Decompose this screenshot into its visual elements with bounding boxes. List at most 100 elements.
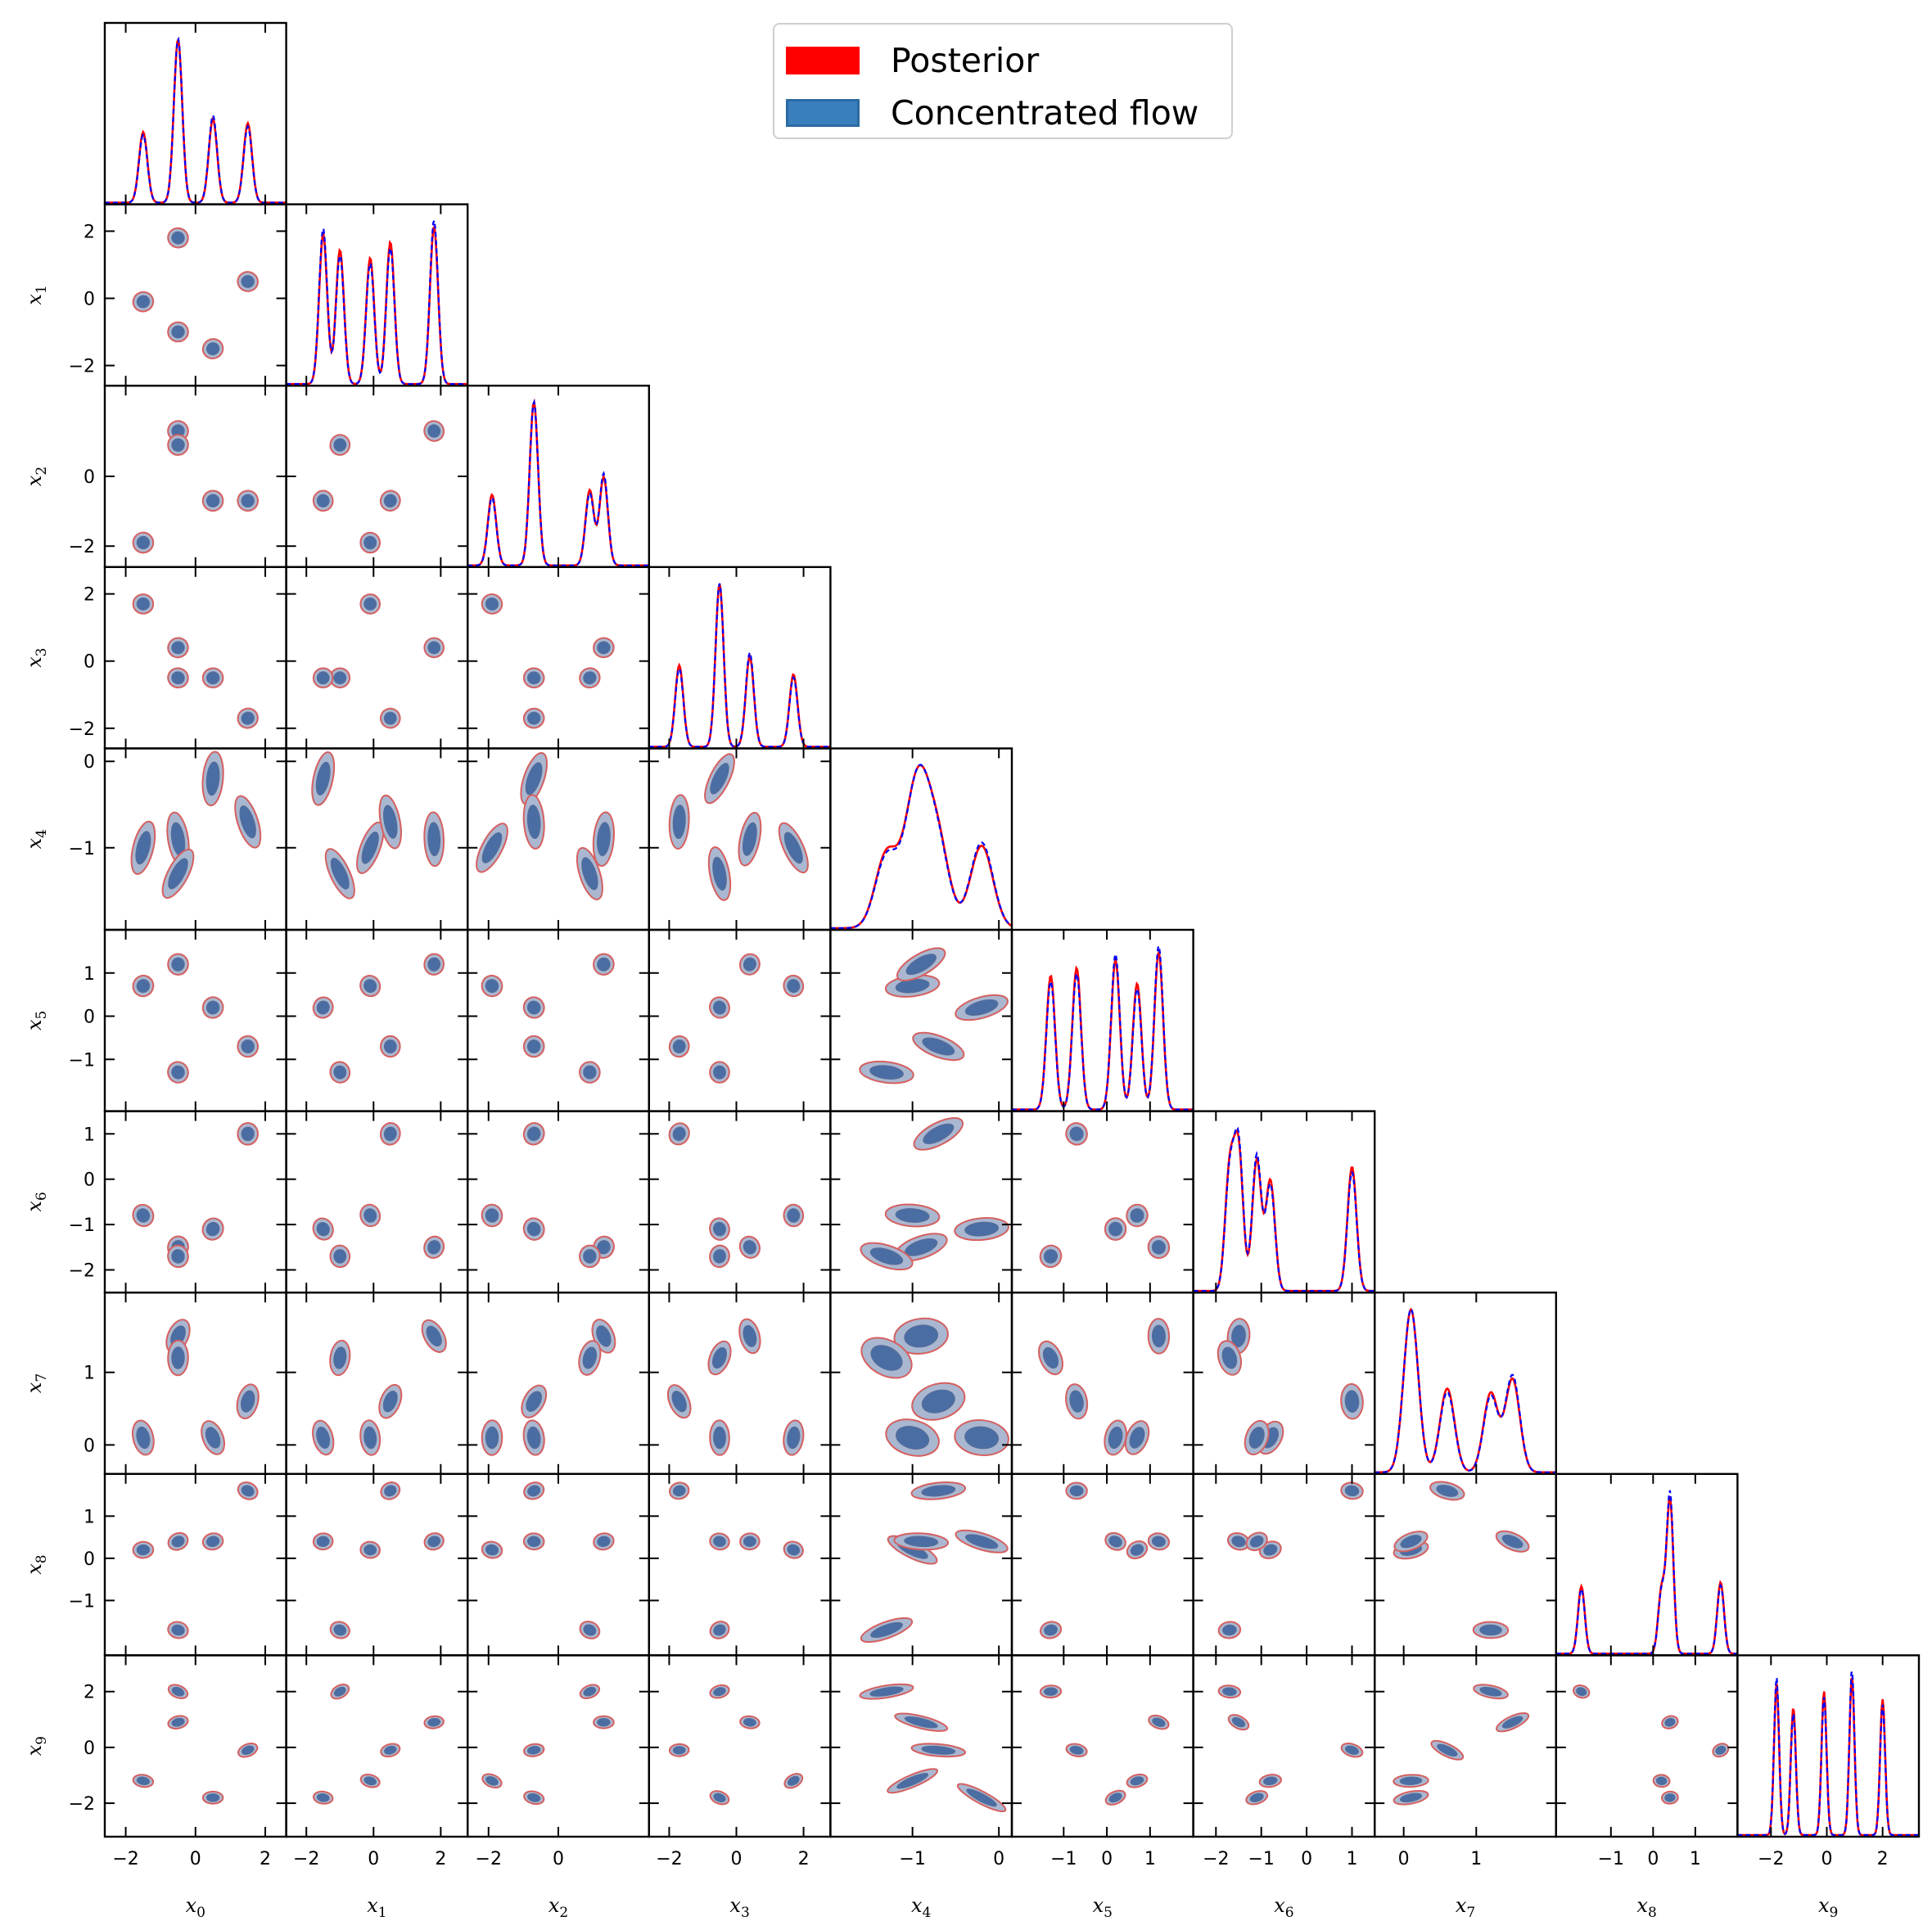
- contour-inner: [597, 957, 611, 972]
- panel-9-5: −1 0 1: [1010, 1654, 1194, 1869]
- contour-inner: [597, 822, 611, 857]
- contour-inner: [316, 671, 330, 685]
- contour-inner: [1130, 1544, 1144, 1556]
- contour-inner: [427, 1535, 440, 1548]
- y-tick-label-7-0: 0: [84, 1436, 95, 1456]
- contour-inner: [363, 535, 377, 550]
- y-tick-label-5-0: −1: [69, 1050, 95, 1071]
- x-tick-label-5-1: 0: [1101, 1849, 1113, 1869]
- contour-inner: [427, 641, 441, 655]
- contour-5-0-4: [237, 1035, 260, 1058]
- contour-1-0-4: [237, 271, 259, 292]
- svg-text:x9: x9: [1818, 1894, 1838, 1921]
- contour-inner: [171, 1686, 185, 1697]
- contour-inner: [1400, 1535, 1422, 1549]
- contour-7-1-3: [312, 1419, 335, 1456]
- contour-inner: [964, 999, 999, 1017]
- contour-9-2-4: [522, 1743, 545, 1757]
- contour-4-3-3: [704, 753, 735, 805]
- svg-text:x4: x4: [911, 1894, 931, 1921]
- panel-frame: [467, 1472, 651, 1657]
- contour-9-7-3: [1393, 1789, 1429, 1806]
- contour-9-1-2: [330, 1683, 350, 1700]
- svg-text:x3: x3: [729, 1894, 749, 1921]
- contour-inner: [1249, 1535, 1264, 1548]
- marginal-flow-2: [467, 399, 649, 566]
- contour-inner: [427, 957, 441, 972]
- x-axis-label-5: x5: [1093, 1894, 1113, 1921]
- svg-text:x6: x6: [1274, 1894, 1293, 1921]
- contour-7-1-0: [359, 1419, 381, 1456]
- contour-1-0-0: [132, 291, 155, 313]
- contour-inner: [964, 1534, 999, 1549]
- panel-7-1: [285, 1291, 469, 1475]
- contour-inner: [870, 1345, 903, 1371]
- contour-3-0-0: [132, 593, 155, 615]
- panel-1-0: −2 0 2: [69, 203, 287, 387]
- contour-9-8-3: [1661, 1790, 1679, 1805]
- contour-4-2-0: [476, 823, 508, 873]
- contour-7-5-1: [1147, 1318, 1171, 1355]
- contour-4-3-4: [668, 794, 690, 850]
- panel-frame: [103, 203, 287, 387]
- y-tick-label-3-2: 2: [84, 585, 95, 606]
- contour-6-5-0: [1126, 1203, 1149, 1228]
- panel-8-1: [285, 1472, 469, 1657]
- contour-7-2-2: [578, 1340, 602, 1376]
- y-tick-label-1-0: −2: [69, 357, 95, 377]
- contour-inner: [205, 1000, 220, 1015]
- contour-5-4-0: [884, 974, 941, 998]
- panel-5-3: [648, 928, 832, 1112]
- contour-inner: [427, 1240, 441, 1255]
- panel-5-4: [829, 928, 1013, 1112]
- contour-8-5-4: [1065, 1481, 1088, 1500]
- panel-frame: [285, 1654, 469, 1838]
- contour-inner: [964, 1221, 1000, 1237]
- svg-text:x2: x2: [23, 467, 50, 486]
- panel-5-5: [1010, 928, 1194, 1112]
- contour-5-3-2: [709, 1061, 730, 1084]
- contour-3-1-2: [329, 667, 351, 689]
- contour-inner: [316, 494, 330, 507]
- contour-inner: [333, 671, 347, 685]
- panel-frame: [1192, 1291, 1376, 1475]
- contour-inner: [583, 1065, 597, 1080]
- contour-inner: [481, 832, 503, 864]
- contour-inner: [1664, 1793, 1676, 1802]
- contour-8-0-0: [132, 1540, 155, 1559]
- contour-inner: [922, 1037, 955, 1056]
- contour-inner: [869, 1247, 904, 1265]
- contour-inner: [743, 957, 756, 972]
- contour-9-5-2: [1039, 1684, 1063, 1699]
- contour-9-8-1: [1661, 1715, 1679, 1729]
- y-tick-label-5-2: 1: [84, 964, 95, 985]
- contour-9-6-0: [1258, 1774, 1282, 1788]
- contour-inner: [1248, 1427, 1265, 1449]
- contour-inner: [526, 1426, 541, 1450]
- contour-inner: [363, 979, 377, 993]
- panel-3-2: [467, 566, 651, 750]
- contour-inner: [485, 1208, 499, 1223]
- contour-inner: [526, 1039, 541, 1053]
- svg-text:x7: x7: [23, 1373, 50, 1393]
- contour-inner: [136, 1544, 151, 1556]
- contour-7-0-4: [236, 1383, 260, 1420]
- panel-2-0: −2 0: [69, 385, 287, 569]
- contour-6-3-4: [668, 1122, 690, 1146]
- svg-text:x7: x7: [1456, 1894, 1475, 1921]
- x-tick-label-3-2: 2: [798, 1849, 810, 1869]
- panel-frame: [648, 1291, 832, 1475]
- marginal-posterior-8: [1555, 1495, 1738, 1655]
- y-tick-label-9-2: 2: [84, 1683, 95, 1703]
- contour-inner: [713, 1221, 726, 1237]
- contour-8-3-2: [709, 1621, 730, 1639]
- panel-9-4: −1 0: [829, 1654, 1013, 1869]
- contour-inner: [171, 957, 185, 972]
- contour-inner: [241, 1126, 255, 1142]
- contour-2-1-0: [359, 531, 381, 554]
- contour-6-3-1: [738, 1235, 761, 1259]
- contour-8-6-4: [1340, 1481, 1364, 1500]
- contour-9-5-0: [1126, 1773, 1149, 1788]
- contour-6-2-0: [481, 1203, 503, 1228]
